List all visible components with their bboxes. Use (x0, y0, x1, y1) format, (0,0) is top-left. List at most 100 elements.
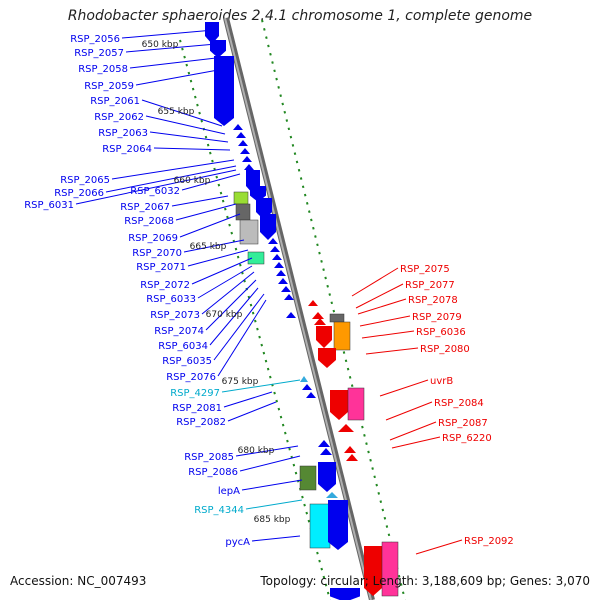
guide-dash (228, 223, 231, 227)
leader-line (171, 195, 229, 207)
guide-dash (288, 447, 291, 451)
guide-dash (318, 251, 321, 255)
tick-label: 680 kbp (238, 446, 275, 456)
guide-dash (241, 271, 244, 275)
map-title: Rhodobacter sphaeroides 2.4.1 chromosome… (67, 8, 533, 24)
gene-label-rsp_2069: RSP_2069 (128, 233, 178, 244)
gene-uvrB-pink (347, 387, 365, 421)
gene-label-rsp_2087: RSP_2087 (438, 418, 488, 429)
guide-dash (301, 185, 305, 189)
gene-label-rsp_2084: RSP_2084 (434, 398, 484, 409)
gene-small-arrow (346, 454, 358, 461)
tick-label: 655 kbp (158, 107, 195, 117)
guide-dash (277, 407, 281, 411)
guide-dash (299, 177, 303, 180)
gene-label-rsp_2074: RSP_2074 (154, 326, 204, 337)
guide-dash (185, 63, 188, 67)
guide-dash (328, 293, 331, 296)
leader-line (153, 147, 231, 151)
guide-dash (316, 551, 319, 555)
backbone-highlight (224, 17, 372, 600)
guide-dash (266, 367, 270, 371)
leader-line (121, 29, 215, 39)
guide-dash (291, 144, 295, 147)
guide-dash (294, 471, 298, 475)
gene-label-rsp_2081: RSP_2081 (172, 403, 222, 414)
guide-dash (375, 483, 378, 487)
leader-line (197, 265, 253, 299)
left-gene-labels: RSP_2056 RSP_2057 RSP_2058 RSP_2059 RSP_2061… (24, 34, 250, 548)
guide-dash (367, 450, 370, 454)
guide-dash (318, 559, 321, 563)
guide-dash (277, 86, 280, 89)
right-gene-labels: RSP_2075 RSP_2077 RSP_2078 RSP_2079 RSP_6036… (400, 264, 514, 547)
gene-label-rsp_2065: RSP_2065 (60, 175, 110, 186)
guide-dash (236, 255, 240, 259)
gene-small-arrow (284, 294, 294, 300)
leader-line (209, 287, 259, 346)
gene-small-arrow (320, 448, 332, 455)
guide-dash (312, 226, 315, 230)
gene-rsp4344 (326, 492, 338, 498)
leader-line (357, 298, 407, 315)
guide-dash (293, 152, 297, 156)
gene-label-rsp_2075: RSP_2075 (400, 264, 450, 275)
gene-small-arrow (238, 140, 248, 146)
guide-dash (224, 207, 227, 211)
guide-dash (397, 574, 401, 578)
guide-dash (401, 591, 405, 595)
guide-dash (326, 284, 329, 288)
guide-dash (269, 52, 272, 56)
leader-line (181, 173, 241, 191)
guide-dash (249, 303, 253, 307)
guide-dash (215, 175, 218, 179)
gene-rsp6036 (333, 321, 351, 351)
guide-dash (305, 202, 309, 205)
gene-label-rsp_2061: RSP_2061 (90, 96, 140, 107)
leader-line (175, 203, 237, 221)
gene-rsp2057 (210, 40, 226, 58)
gene-label-pyca: pycA (225, 537, 250, 548)
gene-label-rsp_2082: RSP_2082 (176, 417, 226, 428)
gene-small-arrow (302, 384, 312, 390)
guide-dash (286, 439, 289, 443)
guide-dash (198, 111, 201, 115)
gene-rsp4297 (300, 376, 308, 382)
guide-dash (346, 367, 350, 371)
leader-line (145, 115, 226, 135)
guide-dash (281, 423, 285, 427)
guide-dash (284, 431, 287, 435)
guide-dash (194, 95, 197, 99)
gene-small-arrow (278, 278, 288, 284)
guide-dash (320, 567, 323, 571)
gene-rsp2079 (316, 326, 332, 348)
guide-dash (262, 351, 266, 355)
gene-rsp2069-grey (239, 219, 259, 245)
guide-dash (305, 511, 308, 515)
leader-line (213, 293, 265, 361)
gene-rsp2092-pink (381, 541, 399, 597)
tick-label: 670 kbp (206, 310, 243, 320)
gene-label-rsp_2056: RSP_2056 (70, 34, 120, 45)
leader-line (187, 249, 249, 267)
guide-dash (251, 311, 255, 315)
guide-dash (263, 28, 266, 31)
leader-line (149, 131, 229, 143)
leader-line (191, 257, 253, 285)
leader-line (129, 57, 217, 69)
gene-small-arrow (244, 164, 254, 170)
leader-line (385, 401, 433, 421)
guide-dash (265, 36, 268, 40)
guide-dash (369, 458, 372, 462)
gene-label-rsp_2079: RSP_2079 (412, 312, 462, 323)
guide-dash (209, 151, 212, 155)
guide-dash (322, 268, 325, 272)
guide-dash (322, 575, 326, 579)
gene-small-arrow (306, 392, 316, 398)
gene-uvrB (330, 390, 348, 420)
guide-dash (204, 135, 208, 139)
guide-dash (281, 102, 284, 106)
tick-label: 660 kbp (174, 176, 211, 186)
guide-dash (254, 319, 257, 323)
